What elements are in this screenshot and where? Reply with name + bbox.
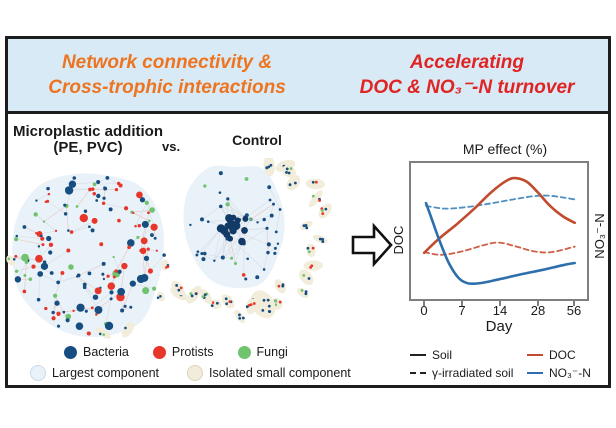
headline-right-line2: DOC & NO₃⁻-N turnover [359, 77, 575, 98]
legend-item-fungi: Fungi [237, 345, 288, 359]
gamma-soil-label: γ-irradiated soil [432, 365, 514, 380]
mp-network-title-line1: Microplastic addition [12, 123, 163, 140]
protists-label: Protists [171, 345, 214, 359]
chart-legend-right: DOC NO₃⁻-N [527, 347, 591, 380]
largest-component-icon [30, 365, 46, 381]
headline-right-line1: Accelerating [409, 51, 525, 73]
fungi-dot-icon [237, 345, 251, 359]
x-tick-28: 28 [530, 303, 546, 318]
largest-component-label: Largest component [52, 366, 160, 380]
control-network-title: Control [232, 132, 282, 148]
doc-label: DOC [549, 347, 576, 362]
chart-canvas [422, 176, 576, 286]
component-legend: Largest component Isolated small compone… [30, 365, 351, 381]
chart-title: MP effect (%) [462, 141, 548, 157]
mp-effect-chart [409, 161, 589, 301]
soil-label: Soil [432, 347, 453, 362]
legend-item-gamma-soil: γ-irradiated soil [410, 365, 513, 380]
bacteria-label: Bacteria [83, 345, 129, 359]
no3-line-icon [527, 371, 543, 374]
doc-line-icon [527, 353, 543, 356]
no3-label: NO₃⁻-N [549, 365, 591, 380]
control-network-plot [170, 158, 332, 323]
vs-label: vs. [162, 139, 181, 154]
legend-item-bacteria: Bacteria [64, 345, 129, 359]
x-tick-mark [499, 301, 502, 306]
x-tick-7: 7 [458, 303, 466, 318]
x-tick-0: 0 [420, 303, 428, 318]
legend-item-no3: NO₃⁻-N [527, 365, 591, 380]
protists-dot-icon [152, 345, 166, 359]
mp-network-title-line2: (PE, PVC) [53, 139, 123, 156]
legend-item-soil: Soil [410, 347, 513, 362]
soil-line-icon [410, 353, 426, 356]
x-tick-56: 56 [566, 303, 582, 318]
headline-left: Network connectivity & Cross-trophic int… [8, 50, 326, 100]
bacteria-dot-icon [64, 345, 77, 359]
legend-item-protists: Protists [152, 345, 214, 359]
x-tick-mark [461, 301, 464, 306]
mp-network-title: Microplastic addition (PE, PVC) [12, 124, 164, 156]
headline-left-line2: Cross-trophic interactions [48, 77, 286, 98]
isolated-component-label: Isolated small component [209, 366, 351, 380]
x-tick-mark [573, 301, 576, 306]
legend-item-isolated-component: Isolated small component [187, 365, 351, 381]
headline-band: Network connectivity & Cross-trophic int… [8, 39, 608, 114]
x-tick-mark [536, 301, 539, 306]
headline-left-line1: Network connectivity & [61, 51, 273, 73]
headline-right: Accelerating DOC & NO₃⁻-N turnover [326, 50, 608, 100]
right-block-arrow-icon [351, 222, 393, 268]
y-axis-label-no3: NO₃⁻-N [592, 213, 607, 259]
isolated-component-icon [187, 365, 204, 381]
mp-network-plot [6, 173, 170, 339]
legend-item-doc: DOC [527, 347, 591, 362]
x-tick-mark [422, 301, 425, 306]
chart-legend-left: Soil γ-irradiated soil [410, 347, 513, 380]
taxa-legend: Bacteria Protists Fungi [64, 345, 288, 359]
x-axis-label: Day [485, 318, 513, 335]
gamma-soil-line-icon [410, 371, 426, 374]
y-axis-label-doc: DOC [391, 225, 406, 255]
x-tick-14: 14 [492, 303, 508, 318]
fungi-label: Fungi [256, 345, 288, 359]
legend-item-largest-component: Largest component [30, 365, 159, 381]
